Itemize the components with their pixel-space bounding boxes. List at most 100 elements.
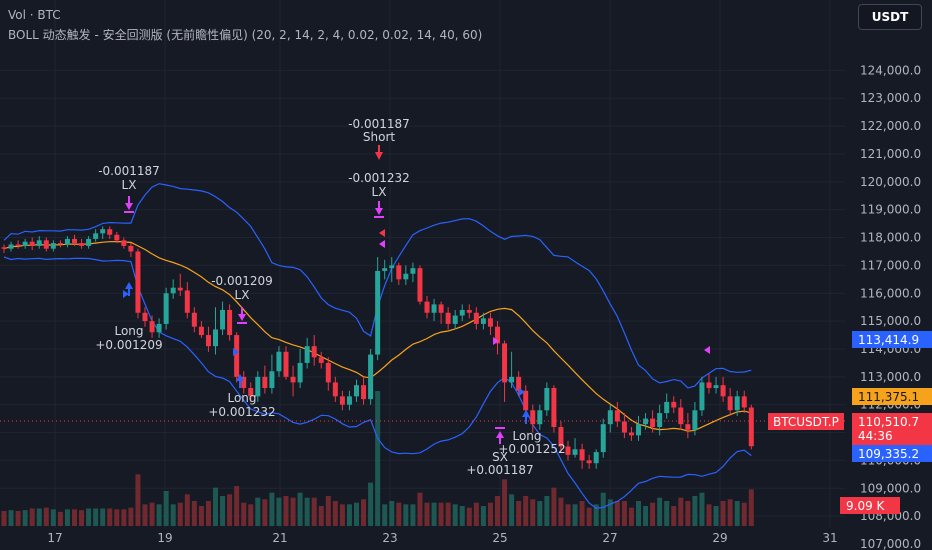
volume-bar [685, 501, 691, 526]
volume-bar [248, 504, 254, 526]
volume-bar [621, 501, 627, 526]
volume-bar [269, 492, 275, 526]
candle-body [135, 251, 141, 313]
candle-body [318, 357, 324, 363]
volume-bar [234, 486, 240, 526]
volume-bar [149, 502, 155, 526]
candle-body [487, 318, 493, 327]
candlesticks [1, 226, 754, 469]
candle-body [191, 312, 197, 327]
price-tick-label: 113,000.0 [860, 370, 921, 384]
candle-body [593, 452, 599, 464]
candle-body [636, 424, 641, 436]
candle-body [509, 376, 515, 383]
signal-marker-icon [704, 346, 710, 354]
signal-marker-icon [233, 348, 239, 356]
candle-body [142, 312, 148, 322]
volume-bar [734, 501, 740, 526]
volume-bar [368, 482, 374, 526]
volume-bar [636, 501, 641, 526]
volume-bar [283, 496, 289, 526]
volume-bar [600, 492, 606, 526]
candle-body [57, 243, 63, 245]
volume-bar [135, 474, 141, 526]
candle-body [354, 385, 359, 397]
volume-bar [121, 509, 127, 526]
volume-bar [678, 497, 684, 526]
volume-bar [100, 508, 106, 526]
candle-body [241, 376, 247, 388]
volume-bar [191, 501, 197, 526]
candle-body [297, 362, 303, 383]
candle-body [213, 329, 218, 347]
candle-body [64, 238, 70, 245]
candle-body [50, 243, 56, 249]
price-axis: 124,000.0 123,000.0 122,000.0 121,000.0 120,… [845, 0, 932, 550]
candle-body [375, 270, 381, 355]
candle-body [368, 354, 374, 400]
volume-bar [628, 507, 634, 526]
candle-body [734, 396, 740, 411]
volume-bar [1, 511, 7, 526]
signal-text: -0.001209 [211, 274, 273, 288]
time-tick-label: 27 [602, 531, 617, 545]
candle-body [516, 376, 522, 391]
volume-bar [43, 507, 49, 526]
signal-text: +0.001232 [208, 405, 275, 419]
price-tick-label: 119,000.0 [860, 203, 921, 217]
candle-body [480, 318, 486, 324]
volume-bar [79, 510, 85, 526]
volume-bar [339, 504, 345, 526]
volume-bar [198, 506, 204, 526]
middle-band-line [3, 240, 752, 432]
volume-bar [558, 497, 564, 526]
currency-button[interactable]: USDT [858, 4, 922, 30]
candle-body [220, 309, 226, 330]
volume-bar [431, 502, 437, 526]
countdown-value: 44:36 [858, 429, 893, 443]
candle-body [565, 446, 571, 455]
volume-bar [487, 502, 493, 526]
volume-bar [657, 497, 663, 526]
volume-bar [720, 501, 726, 526]
volume-bar [445, 502, 451, 526]
volume-bar [205, 501, 211, 526]
volume-bar [480, 506, 486, 526]
candle-body [502, 343, 508, 383]
volume-bar [50, 509, 56, 526]
candle-body [572, 449, 578, 455]
candle-body [311, 346, 317, 358]
candle-body [170, 287, 176, 294]
signal-marker-icon [379, 229, 385, 237]
candle-body [643, 418, 649, 425]
lower-band-label: 109,335.2 [852, 445, 932, 462]
volume-bar [495, 496, 500, 526]
signal-text: LX [372, 185, 387, 199]
candle-body [107, 229, 113, 235]
candle-body [459, 309, 465, 316]
volume-bar [375, 391, 381, 526]
volume-bar [86, 508, 92, 526]
legend-volume[interactable]: Vol · BTC [8, 8, 61, 22]
volume-bar [72, 509, 77, 526]
volume-bar [438, 502, 444, 526]
legend-indicator[interactable]: BOLL 动态触发 - 安全回测版 (无前瞻性偏见) (20, 2, 14, 2… [8, 28, 483, 42]
volume-bar [36, 508, 42, 526]
signal-text: -0.001187 [348, 117, 410, 131]
time-tick-label: 25 [492, 531, 507, 545]
candle-body [537, 410, 543, 425]
signal-marker-icon [379, 240, 385, 248]
volume-bar [15, 511, 21, 526]
candle-body [205, 335, 211, 347]
volume-bar [671, 506, 677, 526]
volume-bar [551, 487, 557, 526]
volume-bar [586, 507, 592, 526]
candle-body [558, 426, 564, 447]
candle-body [269, 371, 275, 388]
price-tick-label: 123,000.0 [860, 91, 921, 105]
candle-body [100, 229, 106, 234]
candle-body [234, 335, 240, 377]
volume-bar [530, 499, 536, 526]
volume-bar [325, 496, 331, 526]
